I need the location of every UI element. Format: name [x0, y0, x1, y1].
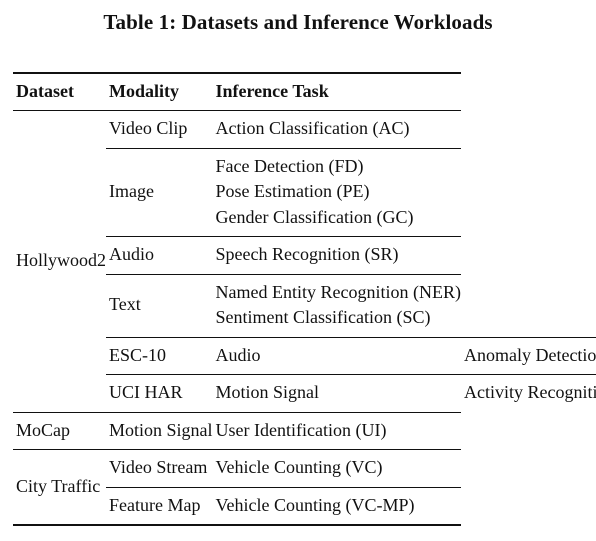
task-cell: Vehicle Counting (VC-MP)	[212, 486, 461, 526]
task-line: User Identification (UI)	[215, 419, 387, 440]
modality-cell: Video Stream	[106, 449, 213, 487]
task-cell: Action Classification (AC)	[213, 111, 461, 149]
dataset-cell-esc10: ESC-10	[106, 336, 213, 375]
task-cell: Activity Recognition (HAR)	[460, 374, 596, 412]
task-line: Action Classification (AC)	[215, 118, 410, 138]
task-line: Vehicle Counting (VC-MP)	[215, 494, 415, 515]
modality-cell: Motion Signal	[212, 374, 461, 412]
modality-cell: Motion Signal	[106, 411, 213, 450]
modality-cell: Image	[106, 147, 213, 237]
modality-cell: Video Clip	[109, 118, 188, 138]
dataset-cell-uci-har: UCI HAR	[106, 374, 213, 412]
task-cell: User Identification (UI)	[212, 411, 461, 450]
modality-cell: Text	[106, 273, 213, 337]
table-row: Hollywood2 Video Clip Action Classificat…	[13, 111, 596, 270]
header-inference-task: Inference Task	[212, 72, 461, 111]
table-row: Feature Map Vehicle Counting (VC-MP)	[13, 486, 596, 526]
table-caption: Table 1: Datasets and Inference Workload…	[103, 10, 493, 34]
table-row: Audio Speech Recognition (SR)	[13, 236, 596, 274]
table-row: MoCap Motion Signal User Identification …	[13, 411, 596, 450]
header-modality: Modality	[106, 72, 213, 111]
task-line: Gender Classification (GC)	[215, 206, 414, 227]
dataset-cell-hollywood2: Hollywood2	[16, 250, 106, 270]
task-cell: Anomaly Detection (AD)	[460, 336, 596, 375]
task-cell: Vehicle Counting (VC)	[212, 449, 461, 487]
table-row: City Traffic Video Stream Vehicle Counti…	[13, 449, 596, 526]
task-line: Named Entity Recognition (NER)	[215, 281, 461, 302]
table-row: Text Named Entity Recognition (NER) Sent…	[13, 273, 596, 337]
dataset-cell-city-traffic: City Traffic	[13, 449, 106, 526]
task-cell: Face Detection (FD) Pose Estimation (PE)…	[212, 147, 461, 237]
task-cell: Named Entity Recognition (NER) Sentiment…	[212, 273, 461, 337]
dataset-cell-mocap: MoCap	[13, 411, 106, 450]
task-line: Pose Estimation (PE)	[215, 181, 370, 201]
modality-cell: Audio	[212, 336, 461, 375]
table-row: Image Face Detection (FD) Pose Estimatio…	[13, 147, 596, 237]
modality-cell: Feature Map	[106, 486, 213, 526]
task-line: Face Detection (FD)	[215, 155, 364, 176]
task-line: Speech Recognition (SR)	[215, 244, 399, 264]
task-cell: Speech Recognition (SR)	[212, 236, 461, 274]
datasets-table: Dataset Modality Inference Task Hollywoo…	[13, 72, 596, 526]
modality-cell: Audio	[106, 236, 213, 274]
task-line: Sentiment Classification (SC)	[215, 307, 431, 327]
table-header-row: Dataset Modality Inference Task	[13, 72, 596, 111]
table-row: ESC-10 Audio Anomaly Detection (AD)	[13, 336, 596, 375]
task-line: Vehicle Counting (VC)	[215, 457, 383, 477]
header-dataset: Dataset	[13, 72, 106, 111]
table-row: UCI HAR Motion Signal Activity Recogniti…	[13, 374, 596, 412]
task-line: Anomaly Detection (AD)	[463, 344, 596, 365]
task-line: Activity Recognition (HAR)	[463, 382, 596, 403]
